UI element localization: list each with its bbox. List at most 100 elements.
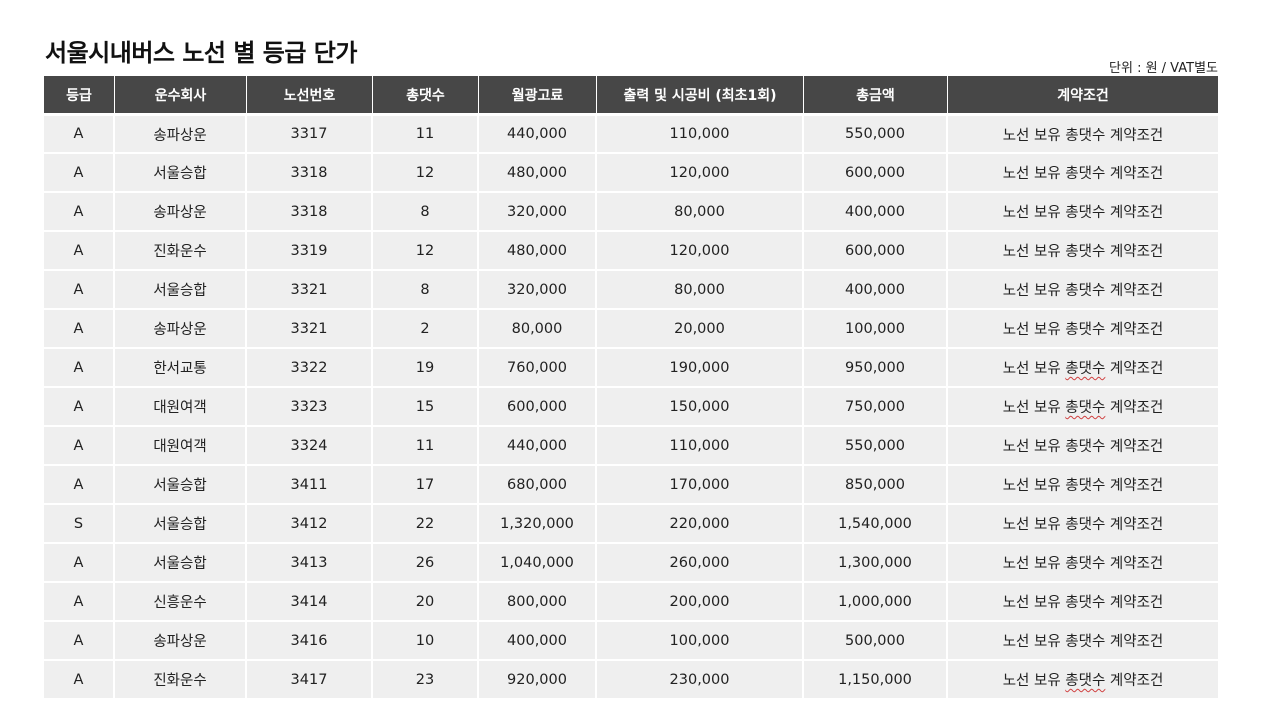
cell-grade: A — [44, 113, 115, 152]
cell-contract-terms: 노선 보유 총댓수 계약조건 — [948, 269, 1218, 308]
cell-company: 송파상운 — [115, 308, 247, 347]
cell-production-fee: 170,000 — [597, 464, 804, 503]
cell-contract-terms: 노선 보유 총댓수 계약조건 — [948, 542, 1218, 581]
cell-production-fee: 80,000 — [597, 269, 804, 308]
header-bus-count: 총댓수 — [373, 76, 479, 113]
header-total: 총금액 — [804, 76, 948, 113]
cell-bus-count: 11 — [373, 113, 479, 152]
cell-production-fee: 120,000 — [597, 230, 804, 269]
cell-route-number: 3321 — [247, 269, 373, 308]
cell-bus-count: 23 — [373, 659, 479, 698]
cell-total: 750,000 — [804, 386, 948, 425]
table-row: A 진화운수 3319 12 480,000 120,000 600,000 노선 보유 총댓… — [44, 230, 1218, 269]
header-production-fee: 출력 및 시공비 (최초1회) — [597, 76, 804, 113]
cell-company: 진화운수 — [115, 659, 247, 698]
table-row: A 한서교통 3322 19 760,000 190,000 950,000 노선 보유 총댓… — [44, 347, 1218, 386]
cell-production-fee: 100,000 — [597, 620, 804, 659]
table-row: A 신흥운수 3414 20 800,000 200,000 1,000,000 노선 보유 … — [44, 581, 1218, 620]
cell-bus-count: 17 — [373, 464, 479, 503]
cell-monthly-fee: 440,000 — [479, 425, 597, 464]
cell-route-number: 3417 — [247, 659, 373, 698]
cell-production-fee: 110,000 — [597, 425, 804, 464]
cell-contract-terms: 노선 보유 총댓수 계약조건 — [948, 308, 1218, 347]
cell-production-fee: 190,000 — [597, 347, 804, 386]
cell-contract-terms: 노선 보유 총댓수 계약조건 — [948, 464, 1218, 503]
cell-total: 1,540,000 — [804, 503, 948, 542]
cell-production-fee: 80,000 — [597, 191, 804, 230]
cell-monthly-fee: 320,000 — [479, 269, 597, 308]
cell-route-number: 3323 — [247, 386, 373, 425]
cell-monthly-fee: 1,040,000 — [479, 542, 597, 581]
cell-monthly-fee: 80,000 — [479, 308, 597, 347]
cell-bus-count: 2 — [373, 308, 479, 347]
cell-total: 400,000 — [804, 269, 948, 308]
cell-bus-count: 26 — [373, 542, 479, 581]
cell-total: 850,000 — [804, 464, 948, 503]
cell-grade: A — [44, 581, 115, 620]
cell-grade: A — [44, 659, 115, 698]
cell-company: 서울승합 — [115, 464, 247, 503]
table-row: A 대원여객 3323 15 600,000 150,000 750,000 노선 보유 총댓… — [44, 386, 1218, 425]
cell-contract-terms: 노선 보유 총댓수 계약조건 — [948, 152, 1218, 191]
table-row: A 서울승합 3411 17 680,000 170,000 850,000 노선 보유 총댓… — [44, 464, 1218, 503]
cell-grade: A — [44, 542, 115, 581]
cell-route-number: 3413 — [247, 542, 373, 581]
cell-total: 550,000 — [804, 113, 948, 152]
cell-total: 1,300,000 — [804, 542, 948, 581]
cell-company: 서울승합 — [115, 503, 247, 542]
table-body: A 송파상운 3317 11 440,000 110,000 550,000 노선 보유 총댓… — [44, 113, 1218, 698]
cell-grade: A — [44, 464, 115, 503]
cell-route-number: 3411 — [247, 464, 373, 503]
table-row: A 서울승합 3321 8 320,000 80,000 400,000 노선 보유 총댓수 … — [44, 269, 1218, 308]
cell-contract-terms: 노선 보유 총댓수 계약조건 — [948, 659, 1218, 698]
unit-note: 단위 : 원 / VAT별도 — [1109, 61, 1218, 76]
cell-route-number: 3414 — [247, 581, 373, 620]
header-grade: 등급 — [44, 76, 115, 113]
cell-monthly-fee: 400,000 — [479, 620, 597, 659]
cell-grade: A — [44, 152, 115, 191]
cell-bus-count: 11 — [373, 425, 479, 464]
cell-contract-terms: 노선 보유 총댓수 계약조건 — [948, 581, 1218, 620]
header-monthly-fee: 월광고료 — [479, 76, 597, 113]
cell-grade: A — [44, 386, 115, 425]
table-row: A 대원여객 3324 11 440,000 110,000 550,000 노선 보유 총댓… — [44, 425, 1218, 464]
table-header-row: 등급 운수회사 노선번호 총댓수 월광고료 출력 및 시공비 (최초1회) 총금액 계약조건 — [44, 76, 1218, 113]
cell-bus-count: 12 — [373, 230, 479, 269]
table-row: A 서울승합 3413 26 1,040,000 260,000 1,300,000 노선 보… — [44, 542, 1218, 581]
cell-bus-count: 8 — [373, 269, 479, 308]
cell-total: 950,000 — [804, 347, 948, 386]
cell-monthly-fee: 480,000 — [479, 152, 597, 191]
cell-production-fee: 20,000 — [597, 308, 804, 347]
spellcheck-underline: 총댓수 — [1065, 400, 1106, 416]
cell-grade: A — [44, 347, 115, 386]
cell-company: 진화운수 — [115, 230, 247, 269]
cell-contract-terms: 노선 보유 총댓수 계약조건 — [948, 347, 1218, 386]
header-route-number: 노선번호 — [247, 76, 373, 113]
cell-company: 송파상운 — [115, 620, 247, 659]
cell-total: 100,000 — [804, 308, 948, 347]
cell-bus-count: 19 — [373, 347, 479, 386]
cell-route-number: 3324 — [247, 425, 373, 464]
cell-company: 서울승합 — [115, 269, 247, 308]
cell-grade: A — [44, 191, 115, 230]
cell-total: 1,000,000 — [804, 581, 948, 620]
cell-monthly-fee: 920,000 — [479, 659, 597, 698]
cell-route-number: 3318 — [247, 191, 373, 230]
cell-route-number: 3318 — [247, 152, 373, 191]
cell-contract-terms: 노선 보유 총댓수 계약조건 — [948, 425, 1218, 464]
table-row: A 진화운수 3417 23 920,000 230,000 1,150,000 노선 보유 … — [44, 659, 1218, 698]
cell-bus-count: 15 — [373, 386, 479, 425]
cell-bus-count: 10 — [373, 620, 479, 659]
cell-production-fee: 230,000 — [597, 659, 804, 698]
cell-bus-count: 12 — [373, 152, 479, 191]
cell-grade: S — [44, 503, 115, 542]
cell-grade: A — [44, 230, 115, 269]
cell-total: 550,000 — [804, 425, 948, 464]
cell-grade: A — [44, 425, 115, 464]
cell-contract-terms: 노선 보유 총댓수 계약조건 — [948, 386, 1218, 425]
spellcheck-underline: 총댓수 — [1065, 673, 1106, 689]
cell-bus-count: 20 — [373, 581, 479, 620]
cell-bus-count: 8 — [373, 191, 479, 230]
header-company: 운수회사 — [115, 76, 247, 113]
cell-monthly-fee: 1,320,000 — [479, 503, 597, 542]
